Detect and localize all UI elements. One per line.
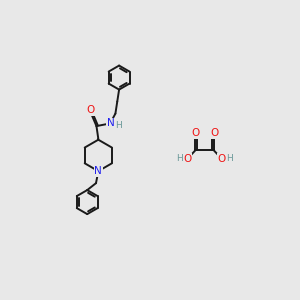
Text: O: O [183,154,192,164]
Text: O: O [191,128,200,138]
Text: O: O [211,128,219,138]
Text: H: H [116,121,122,130]
Text: O: O [87,105,95,115]
Text: N: N [94,166,102,176]
Text: N: N [107,118,115,128]
Text: O: O [218,154,226,164]
Text: H: H [226,154,233,163]
Text: H: H [176,154,183,163]
